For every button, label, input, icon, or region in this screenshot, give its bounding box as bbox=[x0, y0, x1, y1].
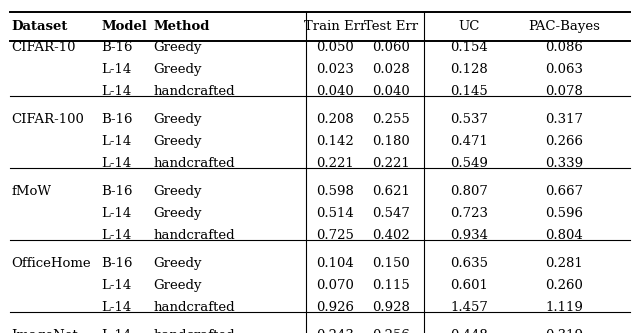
Text: PAC-Bayes: PAC-Bayes bbox=[528, 20, 600, 33]
Text: 0.266: 0.266 bbox=[545, 136, 583, 149]
Text: Greedy: Greedy bbox=[154, 42, 202, 55]
Text: 0.471: 0.471 bbox=[450, 136, 488, 149]
Text: 0.514: 0.514 bbox=[317, 207, 354, 220]
Text: 0.221: 0.221 bbox=[372, 158, 410, 170]
Text: 0.115: 0.115 bbox=[372, 279, 410, 292]
Text: 0.596: 0.596 bbox=[545, 207, 583, 220]
Text: 0.028: 0.028 bbox=[372, 64, 410, 77]
Text: 0.667: 0.667 bbox=[545, 185, 583, 198]
Text: 0.926: 0.926 bbox=[316, 301, 355, 314]
Text: 0.070: 0.070 bbox=[316, 279, 355, 292]
Text: 0.448: 0.448 bbox=[451, 329, 488, 333]
Text: Dataset: Dataset bbox=[12, 20, 68, 33]
Text: L-14: L-14 bbox=[101, 158, 131, 170]
Text: 0.339: 0.339 bbox=[545, 158, 583, 170]
Text: 0.281: 0.281 bbox=[545, 257, 583, 270]
Text: 0.255: 0.255 bbox=[372, 114, 410, 127]
Text: L-14: L-14 bbox=[101, 86, 131, 99]
Text: 0.142: 0.142 bbox=[317, 136, 354, 149]
Text: handcrafted: handcrafted bbox=[154, 229, 236, 242]
Text: 0.128: 0.128 bbox=[451, 64, 488, 77]
Text: CIFAR-10: CIFAR-10 bbox=[12, 42, 76, 55]
Text: 0.256: 0.256 bbox=[372, 329, 410, 333]
Text: Greedy: Greedy bbox=[154, 257, 202, 270]
Text: 0.154: 0.154 bbox=[451, 42, 488, 55]
Text: L-14: L-14 bbox=[101, 207, 131, 220]
Text: ImageNet: ImageNet bbox=[12, 329, 78, 333]
Text: 0.317: 0.317 bbox=[545, 114, 583, 127]
Text: 0.725: 0.725 bbox=[316, 229, 355, 242]
Text: B-16: B-16 bbox=[101, 257, 132, 270]
Text: L-14: L-14 bbox=[101, 329, 131, 333]
Text: 0.723: 0.723 bbox=[450, 207, 488, 220]
Text: 0.549: 0.549 bbox=[450, 158, 488, 170]
Text: 0.319: 0.319 bbox=[545, 329, 583, 333]
Text: 0.243: 0.243 bbox=[316, 329, 355, 333]
Text: 0.621: 0.621 bbox=[372, 185, 410, 198]
Text: Greedy: Greedy bbox=[154, 136, 202, 149]
Text: Greedy: Greedy bbox=[154, 185, 202, 198]
Text: B-16: B-16 bbox=[101, 185, 132, 198]
Text: handcrafted: handcrafted bbox=[154, 86, 236, 99]
Text: CIFAR-100: CIFAR-100 bbox=[12, 114, 84, 127]
Text: 0.104: 0.104 bbox=[317, 257, 354, 270]
Text: handcrafted: handcrafted bbox=[154, 158, 236, 170]
Text: UC: UC bbox=[458, 20, 480, 33]
Text: 0.547: 0.547 bbox=[372, 207, 410, 220]
Text: L-14: L-14 bbox=[101, 64, 131, 77]
Text: Greedy: Greedy bbox=[154, 64, 202, 77]
Text: 0.260: 0.260 bbox=[545, 279, 583, 292]
Text: 0.060: 0.060 bbox=[372, 42, 410, 55]
Text: B-16: B-16 bbox=[101, 114, 132, 127]
Text: 0.023: 0.023 bbox=[316, 64, 355, 77]
Text: L-14: L-14 bbox=[101, 279, 131, 292]
Text: 0.221: 0.221 bbox=[317, 158, 354, 170]
Text: 1.457: 1.457 bbox=[450, 301, 488, 314]
Text: Greedy: Greedy bbox=[154, 279, 202, 292]
Text: 0.150: 0.150 bbox=[372, 257, 410, 270]
Text: 0.050: 0.050 bbox=[317, 42, 354, 55]
Text: Method: Method bbox=[154, 20, 210, 33]
Text: OfficeHome: OfficeHome bbox=[12, 257, 91, 270]
Text: 0.063: 0.063 bbox=[545, 64, 583, 77]
Text: L-14: L-14 bbox=[101, 301, 131, 314]
Text: 0.040: 0.040 bbox=[372, 86, 410, 99]
Text: handcrafted: handcrafted bbox=[154, 301, 236, 314]
Text: 0.086: 0.086 bbox=[545, 42, 583, 55]
Text: 0.180: 0.180 bbox=[372, 136, 410, 149]
Text: 0.402: 0.402 bbox=[372, 229, 410, 242]
Text: 0.145: 0.145 bbox=[451, 86, 488, 99]
Text: Greedy: Greedy bbox=[154, 114, 202, 127]
Text: 1.119: 1.119 bbox=[545, 301, 583, 314]
Text: Test Err: Test Err bbox=[364, 20, 418, 33]
Text: B-16: B-16 bbox=[101, 42, 132, 55]
Text: 0.598: 0.598 bbox=[316, 185, 355, 198]
Text: 0.635: 0.635 bbox=[450, 257, 488, 270]
Text: L-14: L-14 bbox=[101, 229, 131, 242]
Text: fMoW: fMoW bbox=[12, 185, 51, 198]
Text: 0.537: 0.537 bbox=[450, 114, 488, 127]
Text: Train Err: Train Err bbox=[304, 20, 367, 33]
Text: Model: Model bbox=[101, 20, 147, 33]
Text: 0.928: 0.928 bbox=[372, 301, 410, 314]
Text: 0.807: 0.807 bbox=[450, 185, 488, 198]
Text: 0.040: 0.040 bbox=[317, 86, 354, 99]
Text: handcrafted: handcrafted bbox=[154, 329, 236, 333]
Text: 0.934: 0.934 bbox=[450, 229, 488, 242]
Text: 0.601: 0.601 bbox=[450, 279, 488, 292]
Text: 0.804: 0.804 bbox=[545, 229, 583, 242]
Text: L-14: L-14 bbox=[101, 136, 131, 149]
Text: 0.078: 0.078 bbox=[545, 86, 583, 99]
Text: 0.208: 0.208 bbox=[317, 114, 354, 127]
Text: Greedy: Greedy bbox=[154, 207, 202, 220]
